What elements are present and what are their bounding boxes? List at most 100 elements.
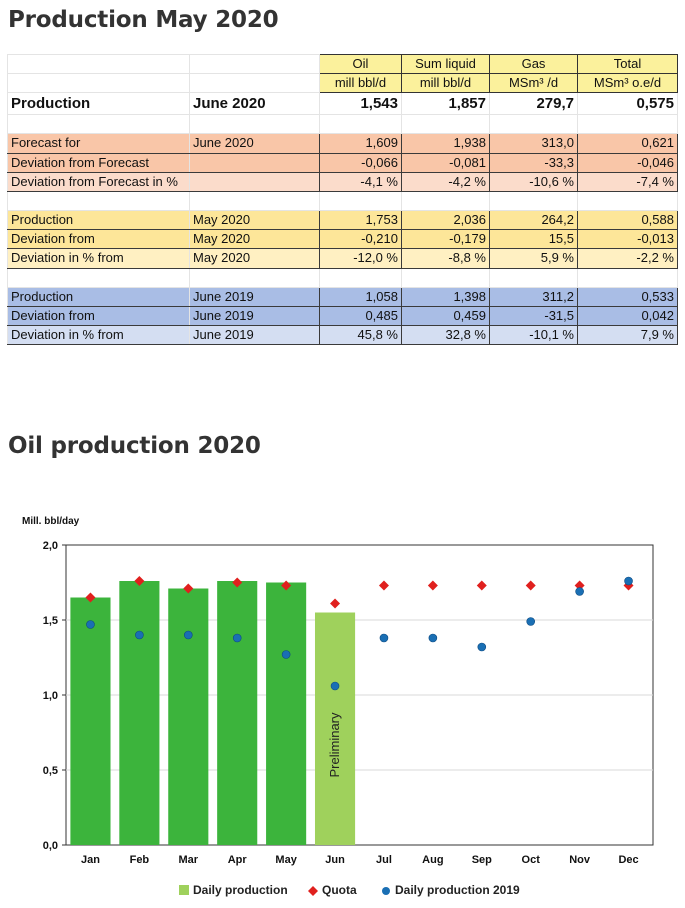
row-period: May 2020 <box>189 209 320 231</box>
table-row: Production June 2019 1,058 1,398 311,2 0… <box>7 286 678 307</box>
daily-production-2019-marker <box>428 633 438 643</box>
cell-gas: -10,1 % <box>489 324 578 346</box>
quota-marker <box>134 576 145 586</box>
cell-total: 0,575 <box>577 92 678 116</box>
unit-oil: mill bbl/d <box>319 73 402 94</box>
daily-production-2019-marker <box>575 587 584 596</box>
col-header-gas: Gas <box>489 53 578 75</box>
legend-swatch-daily-production-2019 <box>382 887 390 895</box>
daily-production-2019-marker <box>183 630 193 640</box>
unit-gas: MSm³ /d <box>489 73 578 94</box>
cell-gas: -31,5 <box>489 305 578 326</box>
quota-marker <box>85 592 96 603</box>
cell-sum-liquid: -4,2 % <box>401 171 490 192</box>
row-period: May 2020 <box>189 229 320 250</box>
cell-sum-liquid: 0,459 <box>401 305 490 326</box>
x-tick-label: Sep <box>472 854 492 866</box>
unit-sum-liquid: mill bbl/d <box>401 73 490 94</box>
bar <box>217 581 258 845</box>
daily-production-2019-marker <box>526 617 536 626</box>
row-label: Production <box>7 286 190 307</box>
daily-production-2019-marker <box>281 650 291 659</box>
daily-production-2019-marker <box>232 633 242 643</box>
daily-production-2019-marker <box>86 620 95 629</box>
cell-sum-liquid: 2,036 <box>401 209 490 231</box>
cell-sum-liquid: 1,857 <box>401 92 490 116</box>
chart-title: Oil production 2020 <box>8 433 261 459</box>
cell-oil: 0,485 <box>319 305 402 326</box>
row-period: June 2020 <box>189 133 320 154</box>
cell-total: -7,4 % <box>577 171 678 192</box>
row-period: May 2020 <box>189 248 320 269</box>
cell-sum-liquid: -8,8 % <box>401 248 490 269</box>
x-tick-label: Jun <box>325 854 345 866</box>
y-tick-label: 1,0 <box>43 690 58 702</box>
cell-gas: 279,7 <box>489 92 578 116</box>
x-tick-label: Jul <box>376 854 392 866</box>
bar <box>119 581 160 845</box>
cell-gas: 15,5 <box>489 229 578 250</box>
daily-production-2019-marker <box>477 642 487 652</box>
legend-label-daily-production-2019: Daily production 2019 <box>395 883 520 897</box>
row-label: Deviation in % from <box>7 324 190 346</box>
cell-total: -0,013 <box>577 229 678 250</box>
x-tick-label: Nov <box>569 854 591 866</box>
legend-label-quota: Quota <box>322 883 357 897</box>
table-header-row: Oil Sum liquid Gas Total <box>7 53 678 75</box>
cell-oil: -12,0 % <box>319 248 402 269</box>
spacer-row <box>7 190 678 211</box>
y-tick-label: 0,5 <box>43 765 58 777</box>
table-title: Production May 2020 <box>8 7 279 33</box>
table-row: Production May 2020 1,753 2,036 264,2 0,… <box>7 209 678 231</box>
cell-oil: 1,753 <box>319 209 402 231</box>
cell-gas: -10,6 % <box>489 171 578 192</box>
spacer-row <box>7 267 678 288</box>
legend-label-daily-production: Daily production <box>193 883 288 897</box>
x-tick-label: Apr <box>228 854 248 866</box>
table-row: Deviation from May 2020 -0,210 -0,179 15… <box>7 229 678 250</box>
spacer-row <box>7 114 678 135</box>
daily-production-2019-marker <box>624 576 633 586</box>
row-label: Deviation in % from <box>7 248 190 269</box>
y-tick-label: 0,0 <box>43 840 58 852</box>
row-label: Deviation from <box>7 229 190 250</box>
col-header-total: Total <box>577 53 678 75</box>
cell-oil: 1,609 <box>319 133 402 154</box>
row-label: Production <box>7 209 190 231</box>
legend-swatch-daily-production <box>179 885 189 895</box>
cell-sum-liquid: 1,398 <box>401 286 490 307</box>
cell-total: -0,046 <box>577 152 678 173</box>
quota-marker <box>232 577 243 588</box>
quota-marker <box>574 580 585 591</box>
cell-gas: 264,2 <box>489 209 578 231</box>
x-tick-label: Aug <box>422 854 443 866</box>
cell-sum-liquid: 32,8 % <box>401 324 490 346</box>
unit-total: MSm³ o.e/d <box>577 73 678 94</box>
cell-total: 0,588 <box>577 209 678 231</box>
cell-sum-liquid: -0,179 <box>401 229 490 250</box>
table-row: Deviation from Forecast in % -4,1 % -4,2… <box>7 171 678 192</box>
bar <box>168 588 209 845</box>
quota-marker <box>183 583 194 594</box>
table-row-main-production: Production June 2020 1,543 1,857 279,7 0… <box>7 92 678 116</box>
quota-marker <box>427 580 438 591</box>
row-period: June 2019 <box>189 324 320 346</box>
cell-total: 0,621 <box>577 133 678 154</box>
cell-gas: 5,9 % <box>489 248 578 269</box>
x-tick-label: Feb <box>130 854 150 866</box>
col-header-sum-liquid: Sum liquid <box>401 53 490 75</box>
cell-total: 0,533 <box>577 286 678 307</box>
col-header-oil: Oil <box>319 53 402 75</box>
row-period <box>189 152 320 173</box>
row-period: June 2020 <box>189 92 320 116</box>
bar-annotation: Preliminary <box>327 712 342 778</box>
table-row: Deviation from Forecast -0,066 -0,081 -3… <box>7 152 678 173</box>
cell-gas: 311,2 <box>489 286 578 307</box>
quota-marker <box>476 580 487 591</box>
quota-marker <box>525 580 536 591</box>
row-label: Production <box>7 92 190 116</box>
daily-production-2019-marker <box>379 633 389 643</box>
table-row: Deviation in % from June 2019 45,8 % 32,… <box>7 324 678 346</box>
cell-oil: 45,8 % <box>319 324 402 346</box>
cell-oil: -0,066 <box>319 152 402 173</box>
